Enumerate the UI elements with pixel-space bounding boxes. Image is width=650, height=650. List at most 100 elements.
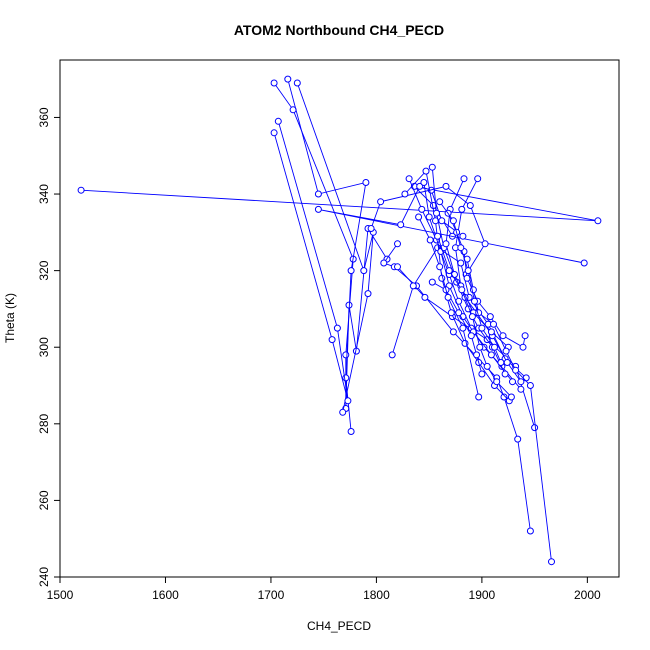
- x-tick-label: 1800: [363, 588, 390, 602]
- data-point: [397, 221, 405, 229]
- series-21: [415, 213, 483, 401]
- x-tick-label: 1900: [469, 588, 496, 602]
- data-point: [459, 232, 467, 240]
- series-line: [397, 266, 536, 428]
- series-13: [420, 179, 516, 386]
- series-6: [314, 182, 588, 267]
- data-point: [460, 175, 468, 183]
- series-22: [436, 198, 505, 366]
- data-point: [426, 236, 434, 244]
- y-tick-label: 300: [37, 337, 51, 357]
- data-point: [394, 263, 401, 271]
- data-point: [342, 374, 350, 382]
- data-point: [473, 351, 481, 359]
- y-tick-label: 280: [37, 413, 51, 433]
- data-point: [497, 359, 505, 366]
- data-point: [409, 282, 417, 290]
- data-point: [394, 240, 401, 248]
- data-point: [519, 343, 527, 351]
- data-point: [517, 378, 525, 386]
- data-point: [594, 217, 602, 225]
- series-line: [418, 216, 480, 398]
- series-line: [466, 259, 552, 562]
- y-tick-label: 340: [37, 184, 51, 204]
- x-tick-label: 1600: [152, 588, 179, 602]
- data-point: [451, 271, 458, 278]
- data-point: [405, 175, 413, 183]
- data-point: [377, 198, 385, 206]
- data-point: [486, 313, 494, 321]
- x-axis-label: CH4_PECD: [307, 619, 371, 633]
- x-tick-label: 1500: [47, 588, 74, 602]
- y-tick-label: 240: [37, 567, 51, 587]
- series-line: [423, 182, 513, 382]
- data-point: [548, 558, 555, 566]
- data-point: [328, 336, 336, 344]
- series-2: [284, 75, 370, 435]
- data-point: [425, 213, 433, 221]
- data-point: [77, 186, 85, 194]
- series-line: [370, 185, 486, 275]
- series-line: [318, 185, 585, 264]
- data-point: [360, 267, 368, 275]
- x-axis: 1500 1600 1700 1800 1900 2000: [47, 577, 601, 602]
- data-point: [314, 205, 322, 213]
- data-point: [466, 202, 474, 209]
- data-point: [420, 179, 428, 186]
- y-axis: 240 260 280 300 320 340 360: [37, 107, 60, 587]
- data-point: [367, 225, 375, 232]
- data-point: [502, 347, 510, 355]
- data-point: [476, 343, 484, 351]
- data-point: [449, 217, 457, 225]
- data-point: [457, 244, 465, 252]
- data-point: [444, 293, 452, 301]
- data-point: [458, 205, 466, 213]
- data-point: [490, 320, 497, 328]
- data-point: [388, 351, 396, 359]
- data-point: [418, 205, 426, 213]
- data-point: [270, 79, 278, 87]
- data-point: [580, 259, 588, 267]
- data-point: [526, 527, 534, 535]
- data-point: [487, 351, 495, 359]
- plot-frame: [59, 59, 620, 578]
- data-point: [314, 190, 322, 198]
- data-point: [457, 259, 465, 267]
- y-tick-label: 360: [37, 107, 51, 127]
- data-point: [364, 290, 372, 298]
- series-line: [287, 78, 367, 432]
- data-point: [481, 240, 489, 248]
- series-layer: [77, 75, 602, 566]
- data-point: [521, 332, 529, 340]
- data-point: [445, 267, 453, 275]
- y-tick-label: 260: [37, 490, 51, 510]
- data-point: [475, 393, 483, 401]
- data-point: [517, 385, 525, 393]
- data-point: [401, 190, 409, 198]
- data-point: [415, 213, 423, 221]
- data-point: [503, 359, 511, 366]
- chart-title: ATOM2 Northbound CH4_PECD: [234, 22, 444, 38]
- series-5: [77, 182, 602, 240]
- data-point: [464, 267, 472, 275]
- data-point: [436, 198, 444, 206]
- data-point: [447, 309, 455, 317]
- data-point: [422, 167, 430, 175]
- data-point: [474, 175, 482, 183]
- data-point: [442, 182, 450, 190]
- data-point: [428, 278, 436, 286]
- data-point: [428, 163, 436, 171]
- data-point: [491, 343, 498, 351]
- data-point: [438, 217, 446, 225]
- data-point: [459, 324, 467, 332]
- data-point: [433, 209, 440, 217]
- data-point: [458, 286, 466, 294]
- data-point: [512, 366, 520, 374]
- series-20: [463, 255, 555, 566]
- data-point: [434, 232, 442, 240]
- data-point: [531, 424, 539, 432]
- series-line: [445, 178, 522, 382]
- series-line: [81, 185, 598, 237]
- series-4: [270, 117, 352, 405]
- data-point: [333, 324, 341, 332]
